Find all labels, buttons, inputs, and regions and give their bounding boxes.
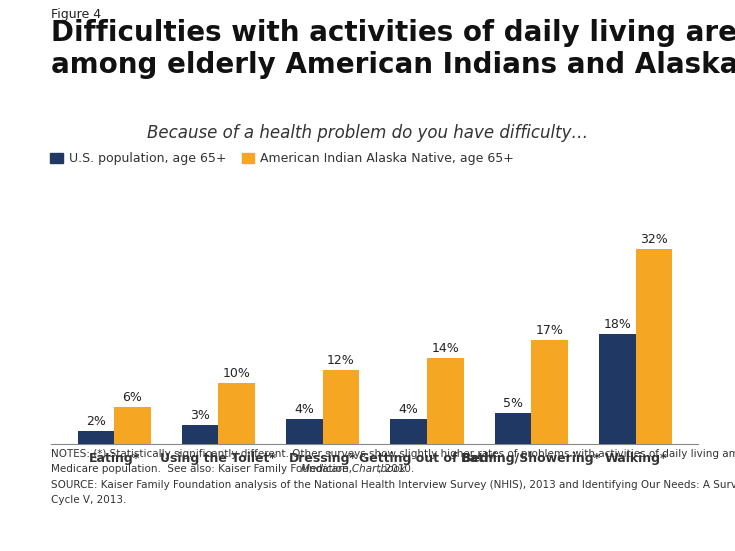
- Text: FAMILY: FAMILY: [648, 512, 697, 525]
- Bar: [77, 431, 114, 444]
- Text: 17%: 17%: [536, 324, 564, 337]
- Text: NOTES: (*) Statistically significantly different. Other surveys show slightly hi: NOTES: (*) Statistically significantly d…: [51, 449, 735, 459]
- Text: Because of a health problem do you have difficulty…: Because of a health problem do you have …: [147, 124, 588, 142]
- Bar: [182, 425, 218, 444]
- Bar: [495, 413, 531, 444]
- Text: FOUNDATION: FOUNDATION: [650, 530, 695, 536]
- Text: 18%: 18%: [603, 318, 631, 331]
- Bar: [323, 370, 359, 444]
- Bar: [636, 249, 673, 444]
- Text: 4%: 4%: [399, 403, 419, 416]
- Bar: [286, 419, 323, 444]
- Text: Medicare population.  See also: Kaiser Family Foundation,: Medicare population. See also: Kaiser Fa…: [51, 464, 356, 474]
- Text: 5%: 5%: [503, 397, 523, 410]
- Bar: [114, 407, 151, 444]
- Text: 2%: 2%: [86, 415, 106, 428]
- Text: Figure 4: Figure 4: [51, 8, 101, 21]
- Bar: [218, 382, 255, 444]
- Text: 3%: 3%: [190, 409, 210, 422]
- Text: 12%: 12%: [327, 354, 355, 368]
- Text: Medicare Chartbook: Medicare Chartbook: [301, 464, 406, 474]
- Bar: [427, 358, 464, 444]
- Text: Difficulties with activities of daily living are more common
among elderly Ameri: Difficulties with activities of daily li…: [51, 19, 735, 79]
- Bar: [599, 334, 636, 444]
- Bar: [531, 340, 568, 444]
- Text: KAISER: KAISER: [647, 500, 698, 512]
- Text: 10%: 10%: [223, 366, 251, 380]
- Text: , 2010.: , 2010.: [379, 464, 415, 474]
- Text: 6%: 6%: [122, 391, 143, 404]
- Text: Cycle V, 2013.: Cycle V, 2013.: [51, 495, 127, 505]
- Text: 4%: 4%: [295, 403, 315, 416]
- Text: THE HENRY J.: THE HENRY J.: [652, 491, 693, 496]
- Text: SOURCE: Kaiser Family Foundation analysis of the National Health Interview Surve: SOURCE: Kaiser Family Foundation analysi…: [51, 480, 735, 490]
- Text: 32%: 32%: [640, 233, 668, 246]
- Legend: U.S. population, age 65+, American Indian Alaska Native, age 65+: U.S. population, age 65+, American India…: [51, 152, 514, 165]
- Bar: [390, 419, 427, 444]
- Text: 14%: 14%: [431, 342, 459, 355]
